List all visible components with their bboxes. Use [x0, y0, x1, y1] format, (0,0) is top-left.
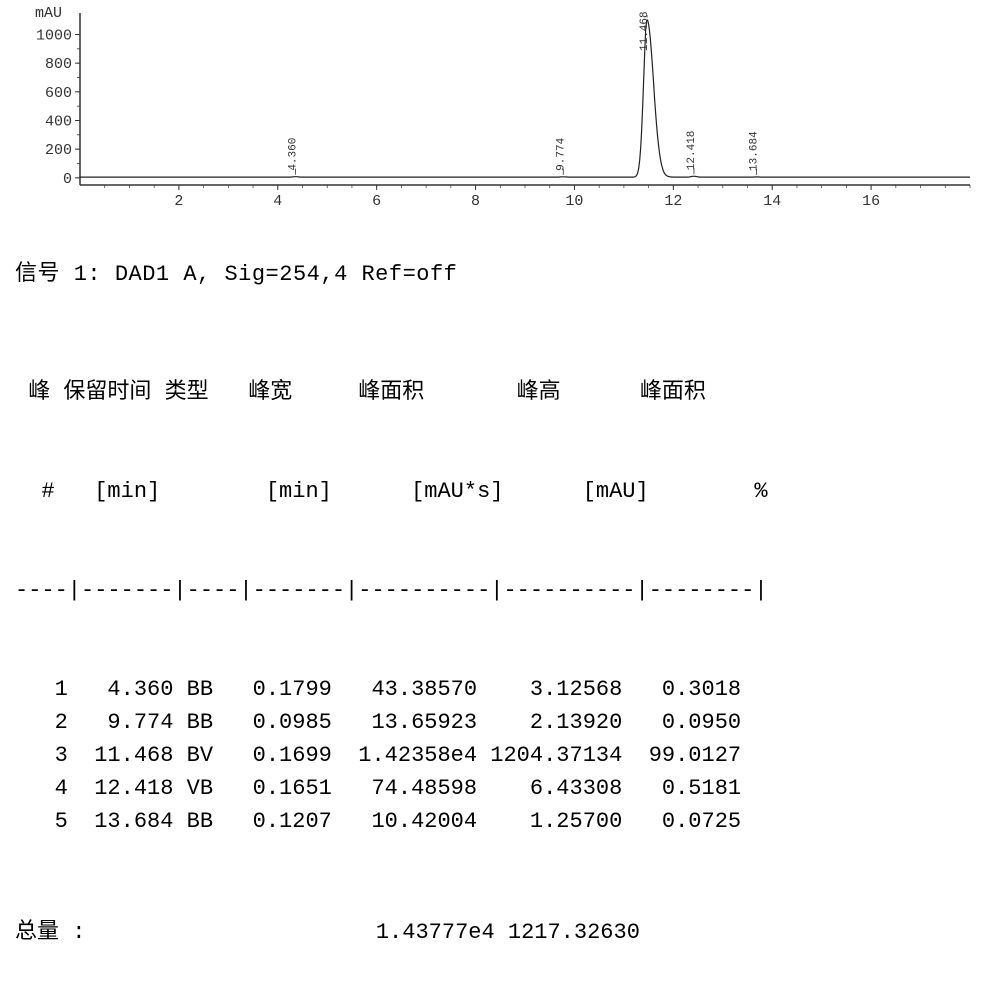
svg-text:4: 4	[273, 193, 282, 210]
table-total-row: 总量 : 1.43777e4 1217.32630	[15, 916, 768, 949]
svg-text:8: 8	[471, 193, 480, 210]
chromatogram-chart: mAU 0 200 400 600 800 1000 2 4 6 8 10 12 14 16 4.360 9.7…	[25, 5, 980, 215]
table-separator: ----|-------|----|-------|----------|---…	[15, 574, 768, 607]
svg-text:6: 6	[372, 193, 381, 210]
svg-text:12: 12	[664, 193, 682, 210]
svg-text:16: 16	[862, 193, 880, 210]
svg-text:400: 400	[45, 114, 72, 131]
svg-text:1000: 1000	[36, 28, 72, 45]
signal-number: 1:	[74, 262, 101, 287]
svg-text:600: 600	[45, 85, 72, 102]
chromatogram-svg: mAU 0 200 400 600 800 1000 2 4 6 8 10 12 14 16 4.360 9.7…	[25, 5, 980, 215]
svg-text:800: 800	[45, 56, 72, 73]
svg-text:13.684: 13.684	[749, 131, 761, 171]
signal-text: DAD1 A, Sig=254,4 Ref=off	[115, 262, 458, 287]
table-row: 5 13.684 BB 0.1207 10.42004 1.25700 0.07…	[15, 805, 768, 838]
table-header-row: 峰 保留时间 类型 峰宽 峰面积 峰高 峰面积	[15, 376, 768, 409]
svg-text:11.468: 11.468	[639, 11, 651, 51]
svg-text:2: 2	[174, 193, 183, 210]
svg-text:0: 0	[63, 171, 72, 188]
svg-text:200: 200	[45, 142, 72, 159]
signal-prefix: 信号	[15, 262, 60, 287]
table-row: 4 12.418 VB 0.1651 74.48598 6.43308 0.51…	[15, 772, 768, 805]
peak-table: 峰 保留时间 类型 峰宽 峰面积 峰高 峰面积 # [min] [min] [m…	[15, 310, 768, 982]
svg-text:4.360: 4.360	[288, 138, 300, 171]
svg-text:14: 14	[763, 193, 781, 210]
table-body: 1 4.360 BB 0.1799 43.38570 3.12568 0.301…	[15, 673, 768, 838]
svg-text:9.774: 9.774	[555, 137, 567, 170]
svg-text:mAU: mAU	[35, 5, 62, 22]
table-row: 1 4.360 BB 0.1799 43.38570 3.12568 0.301…	[15, 673, 768, 706]
table-units-row: # [min] [min] [mAU*s] [mAU] %	[15, 475, 768, 508]
signal-info: 信号 1: DAD1 A, Sig=254,4 Ref=off	[15, 255, 457, 287]
svg-text:10: 10	[565, 193, 583, 210]
table-row: 3 11.468 BV 0.1699 1.42358e4 1204.37134 …	[15, 739, 768, 772]
table-row: 2 9.774 BB 0.0985 13.65923 2.13920 0.095…	[15, 706, 768, 739]
svg-text:12.418: 12.418	[686, 131, 698, 171]
